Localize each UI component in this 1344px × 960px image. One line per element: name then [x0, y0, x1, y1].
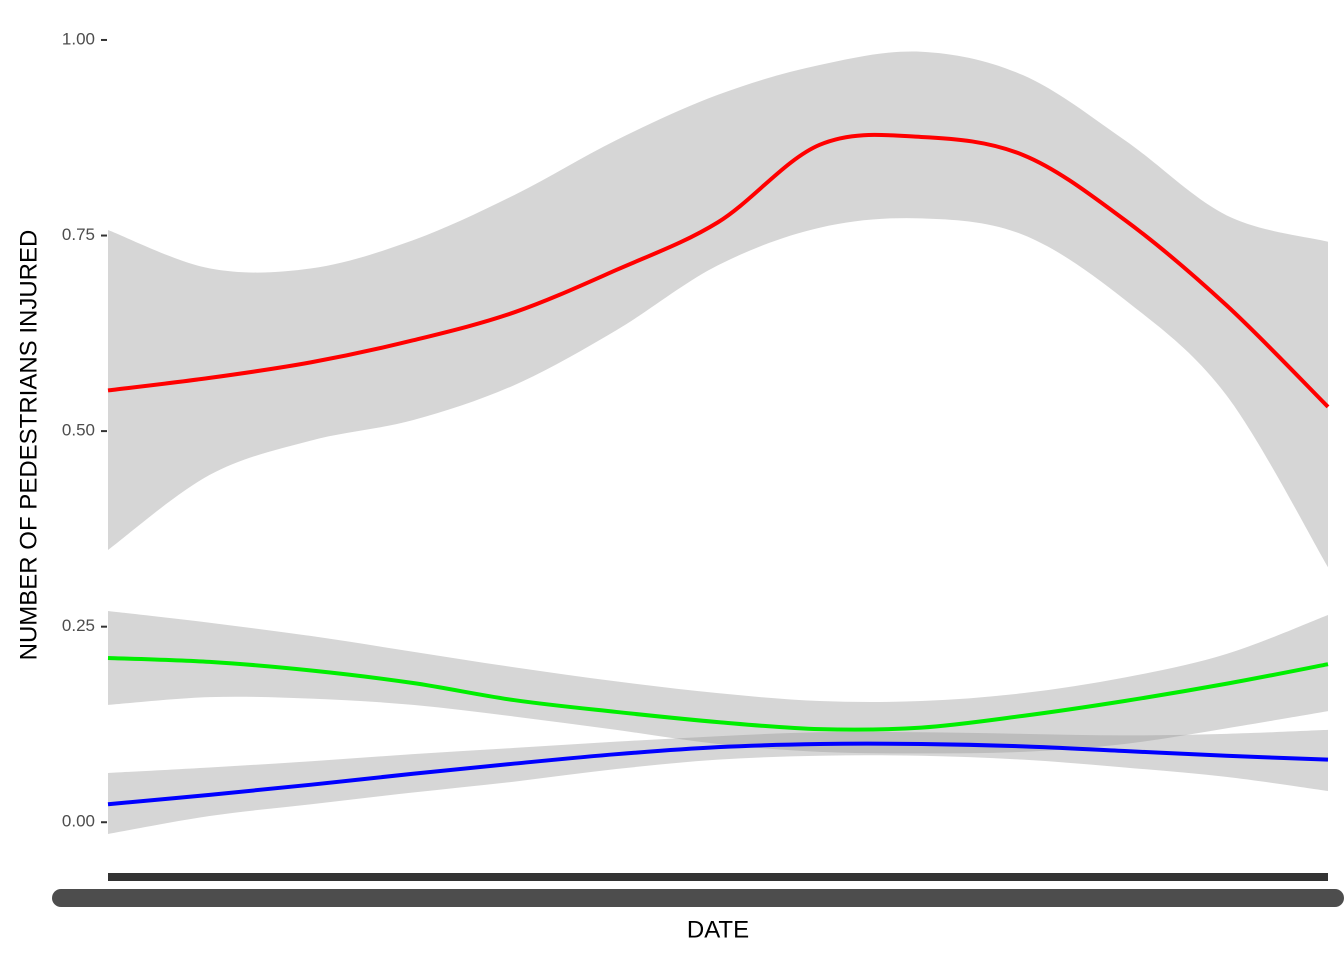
smooth-line	[107, 741, 1329, 807]
y-tick-label: 1.00	[62, 29, 95, 48]
confidence-band	[108, 611, 1328, 754]
smooth-line	[107, 132, 1330, 409]
x-axis-ticks	[108, 873, 1328, 881]
x-tick-labels-overplotted	[52, 889, 1344, 907]
y-tick-label: 0.00	[62, 812, 95, 831]
x-axis-title: DATE	[687, 916, 749, 943]
y-tick-label: 0.75	[62, 225, 95, 244]
confidence-band	[108, 51, 1328, 568]
confidence-band	[108, 729, 1328, 834]
y-tick-label: 0.25	[62, 616, 95, 635]
y-axis-title: NUMBER OF PEDESTRIANS INJURED	[15, 230, 42, 661]
smooth-line	[107, 655, 1329, 732]
lines	[107, 132, 1330, 807]
y-tick-label: 0.50	[62, 421, 95, 440]
bands	[108, 51, 1328, 834]
